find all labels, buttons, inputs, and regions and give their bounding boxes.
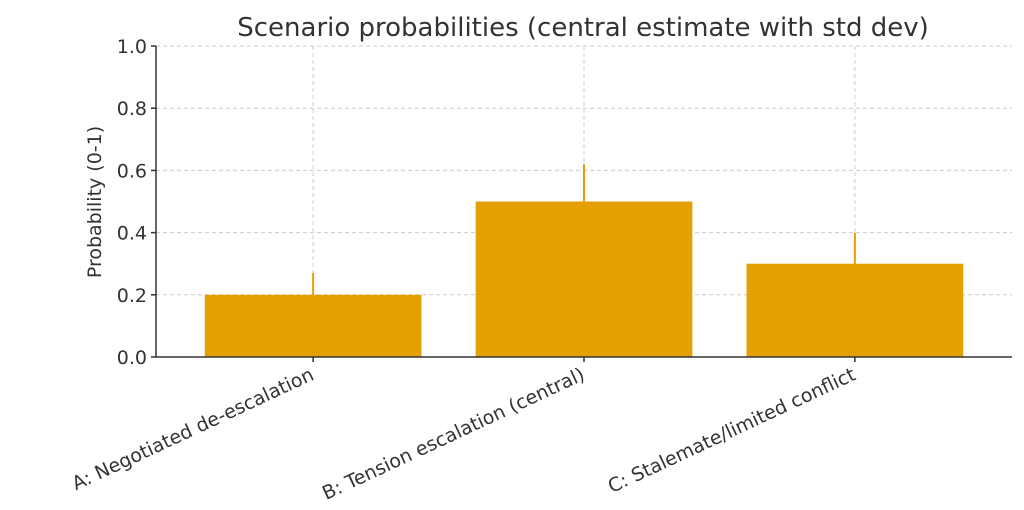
y-tick-label: 0.4 xyxy=(117,223,147,245)
y-tick-label: 1.0 xyxy=(117,36,147,58)
x-tick-label: C: Stalemate/limited conflict xyxy=(605,364,859,498)
x-tick-label: B: Tension escalation (central) xyxy=(319,364,588,505)
y-tick-labels: 0.0 0.2 0.4 0.6 0.8 1.0 xyxy=(117,36,147,369)
chart-title: Scenario probabilities (central estimate… xyxy=(237,13,929,43)
y-tick-label: 0.2 xyxy=(117,285,147,307)
y-axis-label: Probability (0-1) xyxy=(84,126,106,278)
y-tick-label: 0.6 xyxy=(117,160,147,182)
y-tick-label: 0.0 xyxy=(117,347,147,369)
y-tick-label: 0.8 xyxy=(117,98,147,120)
x-tick-label: A: Negotiated de-escalation xyxy=(69,364,317,495)
error-layer xyxy=(312,164,856,317)
axis-layer xyxy=(151,45,1012,362)
x-tick-labels: A: Negotiated de-escalation B: Tension es… xyxy=(69,364,859,505)
